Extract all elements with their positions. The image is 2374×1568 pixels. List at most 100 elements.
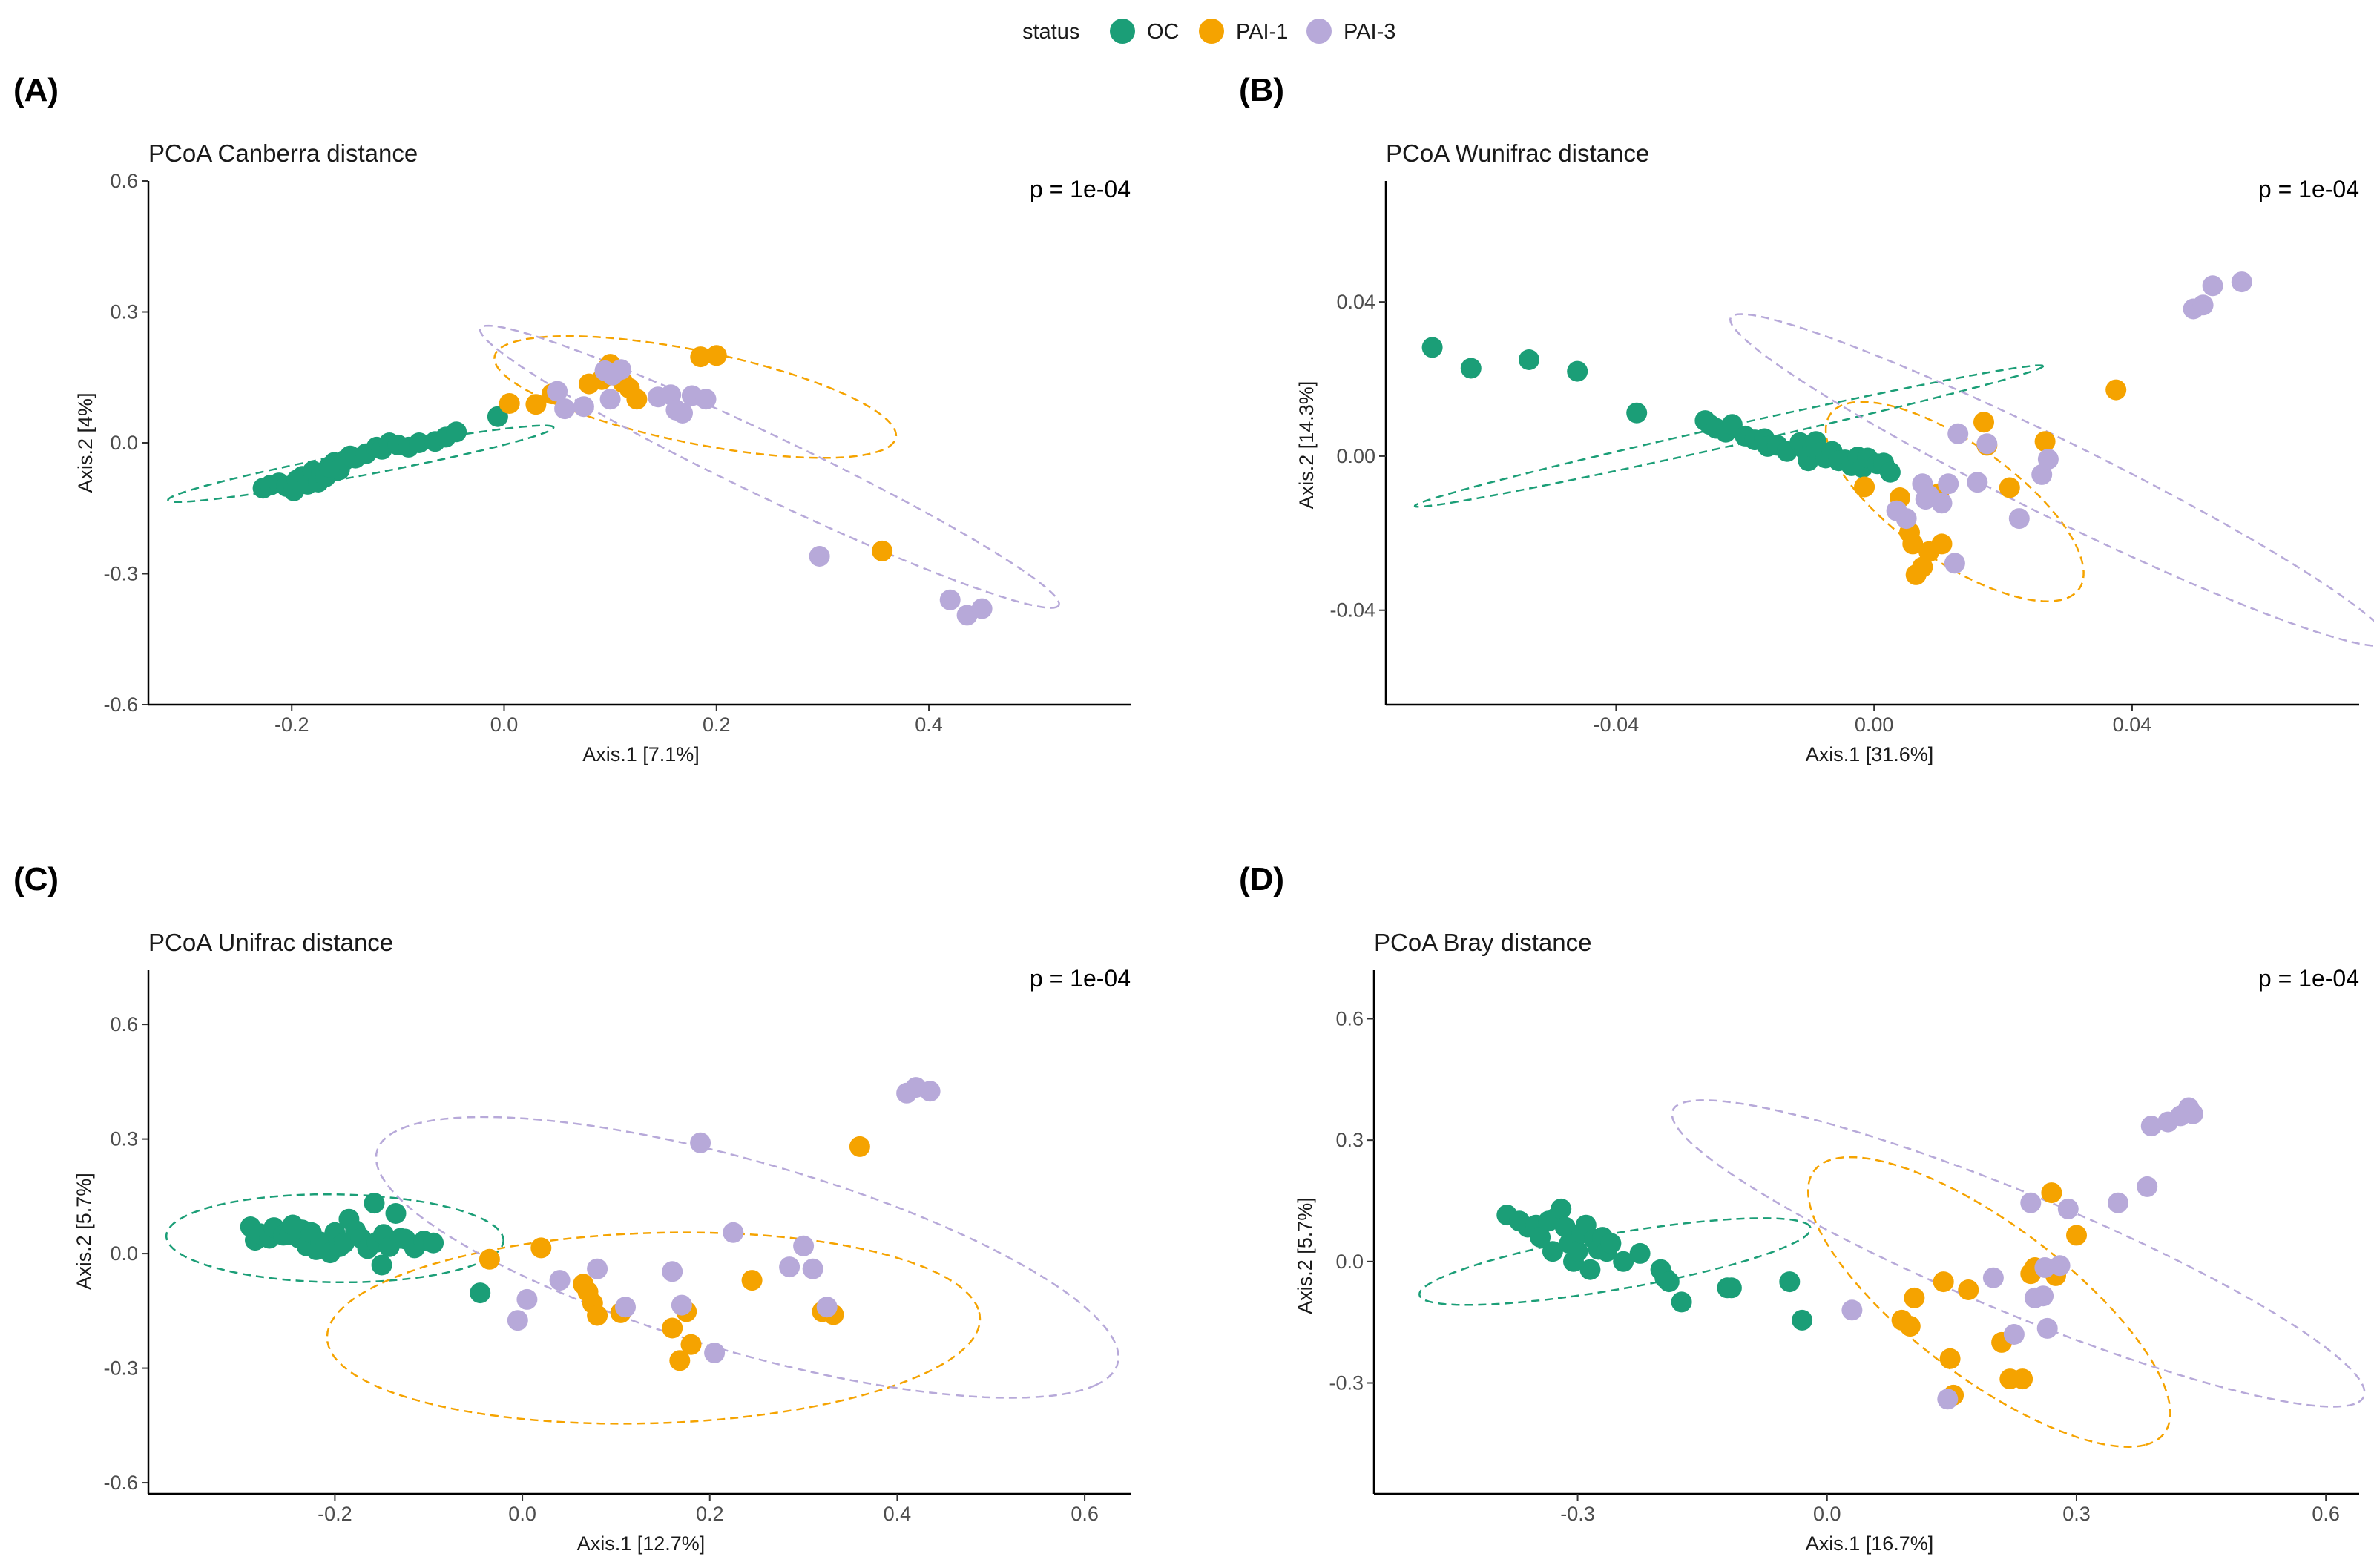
point-oc [364, 1193, 385, 1214]
panel-d: (D) PCoA Bray distance -0.3 0.0 0.3 0.6 0.6 0… [1239, 861, 2366, 1555]
y-axis-label: Axis.2 [5.7%] [1294, 1197, 1316, 1314]
x-tick-label: -0.2 [318, 1503, 352, 1525]
y-tick-label: -0.3 [103, 563, 138, 585]
ellipse-pai-3 [375, 1116, 1119, 1399]
point-pai-3 [2037, 449, 2059, 470]
point-oc [385, 1203, 407, 1224]
point-pai-3 [2202, 275, 2223, 297]
point-pai-3 [939, 589, 961, 610]
point-pai-1 [872, 540, 893, 561]
x-axis-label: Axis.1 [7.1%] [582, 743, 700, 765]
x-tick-label: 0.00 [1855, 714, 1894, 736]
panel-label: (A) [13, 72, 59, 108]
point-pai-1 [706, 345, 727, 366]
point-oc [1658, 1271, 1680, 1293]
point-pai-3 [615, 1297, 636, 1318]
point-pai-3 [1841, 1299, 1863, 1321]
legend-item-oc: OC [1110, 19, 1180, 44]
panel-label: (D) [1239, 861, 1284, 897]
ellipse-pai-1 [1806, 1156, 2171, 1448]
x-tick-label: 0.2 [696, 1503, 724, 1525]
y-tick-label: 0.3 [1335, 1129, 1364, 1151]
p-value: p = 1e-04 [2258, 176, 2359, 202]
point-pai-1 [2012, 1368, 2033, 1390]
legend-swatch-oc [1110, 19, 1135, 44]
point-pai-3 [507, 1310, 528, 1331]
y-tick-label: -0.3 [103, 1357, 138, 1380]
panel-label: (C) [13, 861, 59, 897]
point-pai-3 [802, 1258, 823, 1279]
point-pai-3 [662, 1261, 683, 1282]
point-oc [1879, 461, 1901, 483]
point-oc [1671, 1291, 1692, 1313]
point-pai-3 [547, 381, 568, 402]
ellipse-oc [1413, 364, 2045, 508]
point-pai-1 [2034, 431, 2056, 452]
x-tick-label: 0.2 [703, 714, 731, 736]
ellipse-pai-1 [493, 335, 898, 459]
y-axis-label: Axis.2 [14.3%] [1295, 381, 1318, 510]
point-pai-1 [1899, 1316, 1921, 1337]
ellipse-pai-3 [1729, 313, 2374, 647]
panel-c: (C) PCoA Unifrac distance -0.2 0.0 0.2 0.4 0… [13, 861, 1131, 1555]
ellipse-pai-1 [326, 1231, 982, 1425]
point-pai-1 [662, 1317, 683, 1339]
point-oc [1720, 1277, 1742, 1299]
y-tick-label: -0.3 [1329, 1372, 1364, 1394]
plot-title: PCoA Canberra distance [148, 139, 418, 167]
point-pai-1 [690, 346, 711, 368]
point-pai-3 [1931, 493, 1953, 514]
point-pai-3 [671, 1294, 692, 1316]
point-pai-3 [2057, 1198, 2079, 1219]
point-pai-3 [587, 1258, 608, 1279]
x-tick-label: 0.6 [2312, 1503, 2340, 1525]
point-oc [1421, 337, 1443, 358]
y-tick-label: 0.0 [110, 432, 138, 454]
point-oc [446, 421, 467, 443]
plot-area: -0.04 0.00 0.04 0.04 0.00 -0.04 [1329, 181, 2374, 736]
point-pai-1 [530, 1237, 552, 1259]
point-oc [1519, 349, 1539, 370]
point-oc [423, 1232, 444, 1254]
panel-b: (B) PCoA Wunifrac distance -0.04 0.00 0.04… [1239, 72, 2374, 765]
point-pai-1 [1958, 1279, 1979, 1300]
point-pai-3 [1982, 1267, 2004, 1288]
legend-title: status [1022, 20, 1079, 44]
plot-area: -0.2 0.0 0.2 0.4 0.6 0.3 0.0 -0.3 -0.6 [103, 170, 1131, 736]
point-pai-3 [2137, 1176, 2158, 1197]
point-pai-1 [1939, 1348, 1961, 1369]
x-axis-label: Axis.1 [12.7%] [577, 1532, 706, 1555]
point-pai-3 [1938, 473, 1959, 495]
x-tick-label: -0.3 [1560, 1503, 1595, 1525]
y-axis-label: Axis.2 [5.7%] [73, 1173, 95, 1290]
point-oc [1551, 1198, 1572, 1219]
point-pai-1 [1999, 477, 2020, 498]
point-oc [1613, 1251, 1634, 1272]
y-tick-label: 0.3 [110, 1128, 138, 1150]
x-axis-label: Axis.1 [16.7%] [1806, 1532, 1934, 1555]
legend-label-pai-1: PAI-1 [1236, 20, 1288, 44]
point-pai-1 [669, 1350, 691, 1371]
p-value: p = 1e-04 [1030, 176, 1131, 202]
point-pai-1 [2105, 379, 2127, 401]
point-oc [1779, 1271, 1801, 1293]
point-oc [371, 1254, 392, 1276]
point-pai-3 [809, 546, 830, 567]
point-pai-1 [1902, 533, 1924, 555]
legend-item-pai-3: PAI-3 [1306, 19, 1395, 44]
point-pai-3 [1944, 553, 1965, 574]
point-pai-3 [2231, 271, 2252, 293]
point-pai-3 [2108, 1192, 2128, 1213]
point-oc [1626, 402, 1648, 424]
point-pai-3 [971, 598, 993, 619]
point-pai-1 [849, 1136, 870, 1157]
point-pai-1 [741, 1270, 763, 1291]
point-pai-1 [1931, 533, 1953, 555]
point-pai-1 [499, 393, 520, 414]
point-pai-3 [723, 1222, 744, 1243]
point-pai-1 [680, 1334, 702, 1355]
point-pai-3 [1967, 472, 1988, 493]
point-pai-1 [1904, 1287, 1925, 1308]
plot-area: -0.3 0.0 0.3 0.6 0.6 0.3 0.0 -0.3 [1329, 970, 2366, 1525]
